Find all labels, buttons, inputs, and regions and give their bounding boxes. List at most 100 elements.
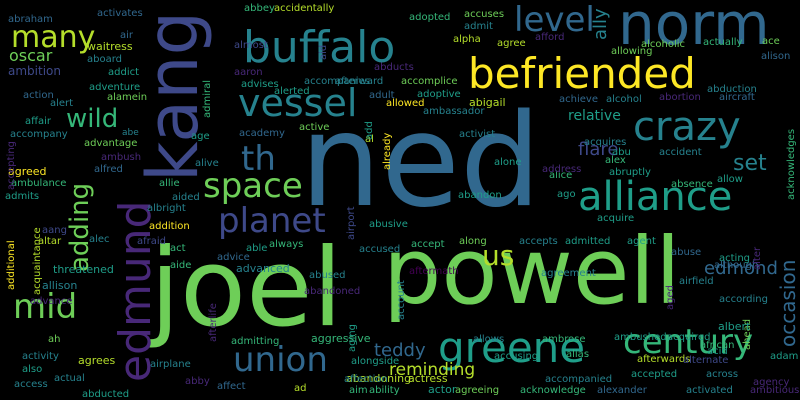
word: accusing: [494, 351, 538, 362]
word: set: [733, 151, 767, 176]
word: alert: [50, 98, 73, 109]
word: space: [203, 166, 303, 206]
word: wild: [66, 104, 118, 134]
word: buffalo: [243, 22, 395, 73]
word: abruptly: [609, 167, 651, 178]
word: across: [706, 369, 738, 380]
word: alex: [605, 155, 626, 166]
word: age: [191, 131, 210, 142]
word: agreed: [8, 165, 47, 178]
word: aided: [172, 192, 200, 203]
word: th: [241, 139, 276, 179]
word: activity: [22, 351, 59, 362]
word: many: [11, 20, 95, 55]
word: actually: [703, 37, 743, 48]
word: accidentally: [274, 3, 334, 14]
word: occasion: [776, 260, 800, 347]
word: acquires: [584, 137, 626, 148]
word: agree: [497, 38, 526, 49]
word: advanced: [236, 262, 290, 275]
word: aaron: [234, 67, 263, 78]
word: alcohol: [606, 94, 642, 105]
word: alexander: [597, 385, 648, 396]
word: affect: [217, 381, 246, 392]
word: greene: [438, 323, 585, 372]
word: abu: [612, 147, 631, 158]
word: advises: [241, 79, 279, 90]
word: ahead: [742, 319, 753, 350]
word: accompanies: [304, 76, 370, 87]
word: ago: [557, 189, 576, 200]
word: powell: [383, 218, 681, 325]
word: according: [719, 294, 768, 305]
word: acquired: [667, 332, 710, 343]
word: norm: [618, 0, 770, 58]
word: accepts: [519, 236, 558, 247]
word: ned: [300, 87, 541, 236]
word: activates: [97, 8, 143, 19]
word: addition: [149, 221, 190, 232]
word: aftermath: [409, 266, 459, 277]
word: abe: [122, 128, 139, 138]
word: befriended: [468, 49, 696, 98]
word: accomplice: [401, 76, 458, 87]
word: abby: [185, 376, 210, 387]
word: adam: [770, 351, 798, 362]
word: accused: [359, 244, 400, 255]
word: alpha: [453, 34, 481, 45]
word: also: [22, 364, 42, 375]
word: afford: [535, 32, 564, 43]
word: aircraft: [719, 92, 755, 103]
word: admitting: [231, 336, 279, 347]
word: albert: [718, 320, 751, 333]
word: abandoned: [304, 286, 360, 297]
word: afterwards: [637, 354, 690, 365]
word: affair: [25, 116, 52, 127]
word: joel: [148, 226, 343, 351]
word: threatened: [53, 263, 114, 276]
word: able: [246, 243, 267, 254]
word: ambulance: [11, 178, 66, 189]
word: crazy: [633, 104, 741, 150]
word: alter: [752, 246, 763, 270]
word: act: [170, 243, 186, 254]
word: aim: [349, 385, 368, 396]
word: aged: [665, 285, 676, 310]
word: acid: [707, 346, 728, 357]
word: vessel: [238, 81, 357, 125]
word: albright: [147, 203, 186, 214]
word: relative: [568, 108, 621, 124]
word: agreeing: [455, 385, 499, 396]
word: abigail: [469, 96, 506, 109]
word: planet: [218, 201, 326, 241]
word: activated: [686, 385, 733, 396]
word: admiral: [202, 80, 213, 118]
word: acquire: [597, 213, 634, 224]
word: along: [459, 236, 487, 247]
word: admit: [464, 21, 493, 32]
word: aang: [42, 225, 67, 236]
word: ability: [369, 385, 400, 396]
word: alcoholic: [641, 39, 685, 50]
word: altar: [38, 236, 62, 247]
word: admitted: [565, 236, 610, 247]
word: ambassador: [423, 106, 485, 117]
word: alliance: [578, 174, 732, 220]
word: afterlife: [208, 303, 219, 342]
word: abbey: [244, 3, 275, 14]
word: abusive: [369, 219, 408, 230]
word: afraid: [137, 236, 166, 247]
word: us: [482, 239, 514, 272]
word: abortion: [659, 92, 701, 103]
word: alice: [549, 170, 572, 181]
word: additional: [6, 240, 17, 290]
word: advantage: [84, 138, 137, 149]
word: acknowledge: [520, 385, 586, 396]
word: accident: [659, 147, 702, 158]
word: almost: [234, 40, 268, 51]
word: teddy: [374, 340, 426, 361]
word: affection: [344, 374, 388, 385]
word: adding: [65, 183, 95, 272]
word: admits: [5, 191, 39, 202]
